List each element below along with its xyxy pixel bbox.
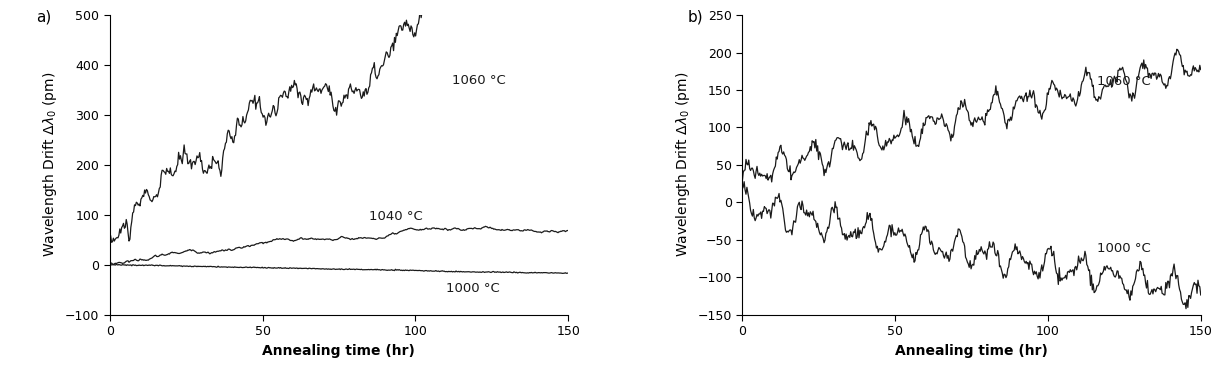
X-axis label: Annealing time (hr): Annealing time (hr) bbox=[895, 343, 1048, 357]
Text: 1000 °C: 1000 °C bbox=[1097, 242, 1151, 255]
Text: 1060 °C: 1060 °C bbox=[452, 74, 506, 86]
Y-axis label: Wavelength Drift $\Delta\lambda_0$ (pm): Wavelength Drift $\Delta\lambda_0$ (pm) bbox=[674, 72, 692, 257]
X-axis label: Annealing time (hr): Annealing time (hr) bbox=[262, 343, 416, 357]
Text: b): b) bbox=[688, 9, 703, 24]
Text: 1000 °C: 1000 °C bbox=[446, 282, 500, 294]
Text: 1040 °C: 1040 °C bbox=[369, 210, 423, 223]
Y-axis label: Wavelength Drift $\Delta\lambda_0$ (pm): Wavelength Drift $\Delta\lambda_0$ (pm) bbox=[41, 72, 60, 257]
Text: 1060 °C: 1060 °C bbox=[1097, 75, 1151, 88]
Text: a): a) bbox=[37, 9, 51, 24]
